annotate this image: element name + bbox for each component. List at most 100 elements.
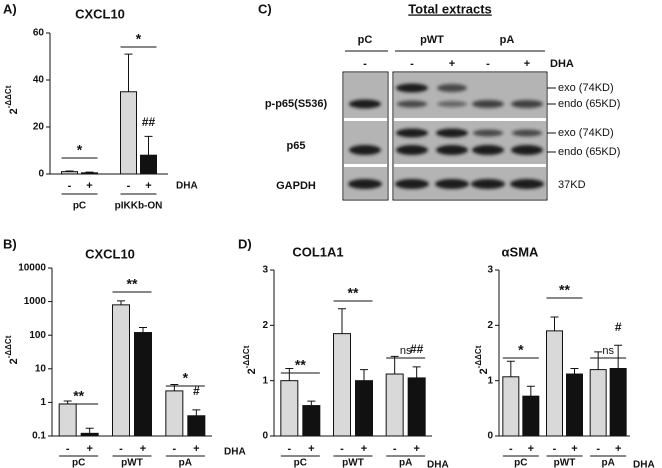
y-tick-label: 40 [33, 75, 45, 86]
band-label: endo (65KD) [558, 146, 620, 158]
blot-title: Total extracts [408, 1, 492, 16]
bar [522, 395, 540, 437]
bar [187, 415, 206, 437]
bar [546, 330, 563, 437]
sign: - [363, 58, 367, 70]
error-bar [570, 367, 579, 375]
x-tick-label: - [509, 443, 513, 455]
group-label: pWT [554, 458, 576, 468]
chart-title: αSMA [502, 244, 539, 259]
group-label: pA [399, 458, 412, 468]
error-bar [170, 384, 179, 391]
group-label: pC [294, 458, 307, 468]
bar [140, 154, 157, 175]
bar [165, 390, 184, 437]
significance-label: # [615, 320, 622, 334]
treatment-label: DHA [224, 447, 246, 458]
y-axis-label: 2-ΔΔCt [4, 85, 20, 114]
x-tick-label: + [413, 443, 419, 455]
significance-label: ** [295, 357, 306, 373]
y-tick-label: 1000 [24, 296, 47, 307]
error-bar [360, 369, 368, 381]
y-axis-label-sup: -ΔΔCt [474, 345, 483, 368]
y-tick-label: 60 [33, 28, 45, 39]
band-label: exo (74KD) [558, 127, 614, 139]
y-axis-label-sup: -ΔΔCt [4, 335, 13, 358]
bar [502, 376, 520, 437]
band-label: exo (74KD) [558, 82, 614, 94]
band-label: 37KD [558, 179, 586, 191]
lane-group: pC [358, 34, 373, 46]
sign: + [449, 58, 455, 70]
x-tick-label: + [571, 443, 577, 455]
error-bar [124, 53, 133, 92]
x-tick-label: - [287, 443, 291, 455]
error-bar [526, 385, 535, 397]
lane-group: pA [500, 34, 515, 46]
y-axis-label: 2-ΔΔCt [242, 345, 258, 374]
row-label: GAPDH [276, 180, 316, 192]
x-tick-label: + [361, 443, 367, 455]
x-tick-label: - [68, 180, 72, 192]
x-tick-label: + [615, 443, 621, 455]
y-tick-label: 1 [487, 375, 493, 386]
y-tick-label: 2 [487, 320, 493, 331]
error-bar [139, 326, 147, 333]
band-label: endo (65KD) [558, 98, 620, 110]
x-tick-label: - [66, 443, 70, 455]
bar [58, 403, 77, 437]
error-bar [63, 400, 72, 404]
lane-group: pWT [420, 34, 444, 46]
panel-label: A) [3, 1, 17, 16]
bar [589, 369, 607, 437]
row-label: p65 [287, 140, 306, 152]
y-tick-label: 0 [262, 431, 268, 442]
bar [407, 377, 426, 437]
bar [302, 405, 321, 437]
bar [61, 171, 78, 175]
group-label: pC [73, 201, 86, 212]
bar [566, 373, 583, 437]
x-tick-label: + [145, 180, 151, 192]
bar [120, 91, 137, 175]
chart-title: CXCL10 [85, 246, 135, 261]
error-bar [85, 427, 94, 434]
error-bar [390, 355, 399, 375]
x-tick-label: + [86, 443, 92, 455]
group-label: pWT [342, 458, 364, 468]
y-axis-label-base: 2 [478, 368, 490, 374]
bar [280, 380, 299, 437]
y-axis-label-base: 2 [8, 358, 20, 364]
significance-label: ns [400, 345, 412, 357]
significance-label: ** [73, 388, 84, 404]
error-bar [307, 400, 316, 406]
bar [134, 332, 152, 437]
x-tick-label: - [127, 180, 131, 192]
error-bar [144, 135, 153, 156]
bar [355, 380, 373, 437]
y-tick-label: 1 [262, 375, 268, 386]
significance-label: # [193, 384, 200, 398]
significance-label: * [136, 31, 142, 47]
x-tick-label: + [528, 443, 534, 455]
error-bar [594, 351, 603, 370]
y-tick-label: 3 [487, 265, 493, 276]
significance-label: * [183, 370, 189, 386]
sign: - [410, 58, 414, 70]
significance-label: ** [559, 282, 570, 298]
y-tick-label: 3 [262, 265, 268, 276]
bar [385, 373, 404, 437]
error-bar [506, 360, 515, 377]
y-tick-label: 100 [29, 330, 46, 341]
x-tick-label: + [140, 443, 146, 455]
bar [81, 172, 98, 175]
bar [112, 304, 130, 437]
x-tick-label: - [119, 443, 123, 455]
panel-label: D) [238, 236, 252, 251]
y-tick-label: 0 [38, 169, 44, 180]
significance-label: * [518, 342, 524, 358]
significance-label: ** [348, 285, 359, 301]
